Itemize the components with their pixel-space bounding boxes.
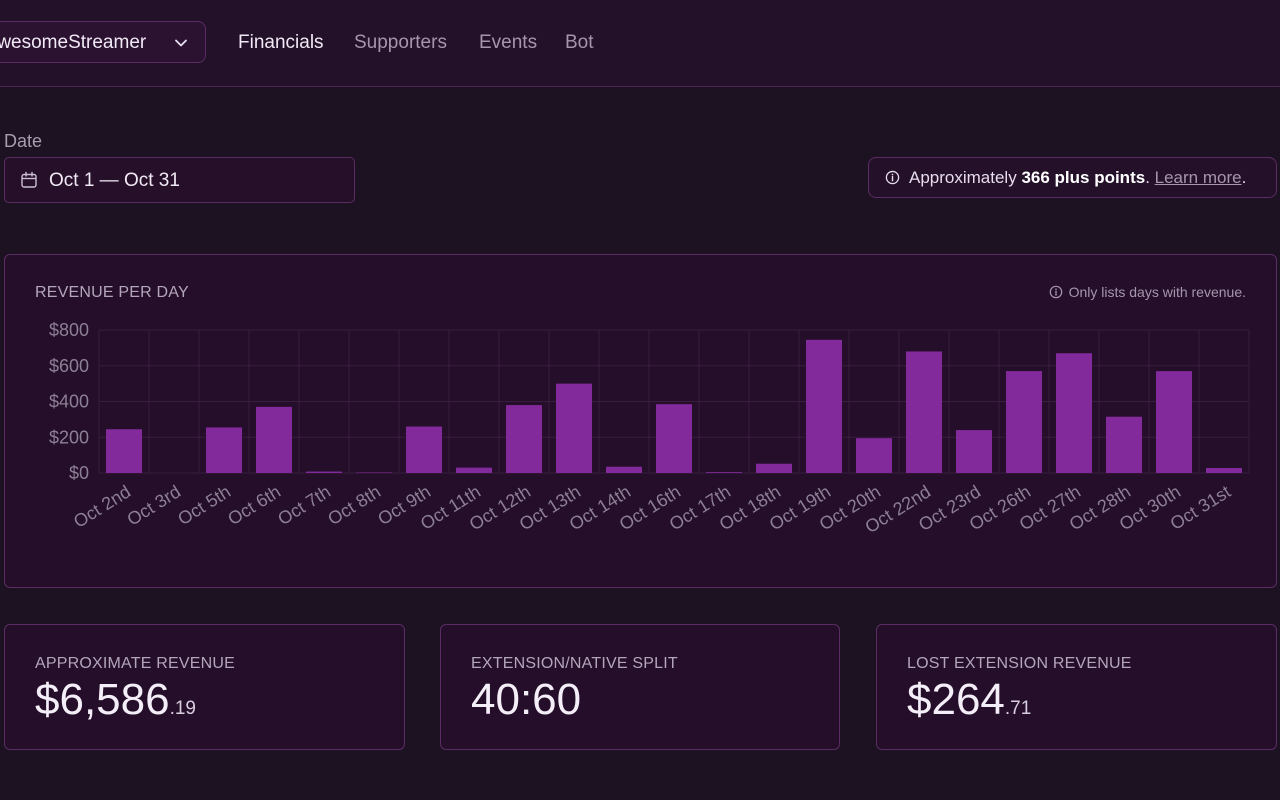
bar	[1056, 353, 1092, 473]
chevron-down-icon	[175, 39, 187, 47]
approximate-revenue-card: APPROXIMATE REVENUE $6,586.19	[4, 624, 405, 750]
date-range-value: Oct 1 — Oct 31	[49, 170, 180, 191]
bar	[756, 463, 792, 473]
x-tick-label: Oct 2nd	[70, 481, 134, 531]
bar	[456, 467, 492, 473]
calendar-icon	[21, 171, 37, 188]
info-icon	[885, 170, 900, 185]
bar	[406, 426, 442, 473]
x-tick-label: Oct 7th	[274, 481, 334, 529]
date-label: Date	[4, 131, 43, 151]
bar	[356, 472, 392, 473]
tab-bot[interactable]: Bot	[565, 32, 594, 53]
stat-value: $264.71	[907, 675, 1032, 724]
bar	[556, 383, 592, 473]
bar	[956, 430, 992, 473]
bar	[1006, 371, 1042, 473]
tab-supporters[interactable]: Supporters	[354, 32, 447, 53]
bar	[606, 466, 642, 473]
stat-title: EXTENSION/NATIVE SPLIT	[471, 655, 678, 672]
bar	[856, 438, 892, 473]
bar	[1106, 416, 1142, 473]
y-tick-label: $600	[49, 356, 89, 376]
tab-financials[interactable]: Financials	[238, 32, 324, 53]
stat-title: APPROXIMATE REVENUE	[35, 655, 235, 672]
chart-title: REVENUE PER DAY	[35, 284, 189, 301]
revenue-per-day-card: $0 $200 $400 $600 $800 Oct 2nd Oct 3rd Oct 5th O…	[4, 254, 1277, 588]
lost-extension-revenue-card: LOST EXTENSION REVENUE $264.71	[876, 624, 1277, 750]
y-tick-label: $0	[69, 463, 89, 483]
y-tick-label: $200	[49, 427, 89, 447]
bar	[306, 471, 342, 473]
x-tick-label: Oct 5th	[174, 481, 234, 529]
stat-value: 40:60	[471, 675, 582, 724]
top-navigation-bar: AwesomeStreamer Financials Supporters Ev…	[0, 0, 1280, 87]
channel-name: AwesomeStreamer	[0, 32, 147, 53]
date-range-picker[interactable]: Oct 1 — Oct 31	[4, 157, 355, 203]
tab-events[interactable]: Events	[479, 32, 538, 53]
bar	[106, 429, 142, 473]
bar	[1156, 371, 1192, 473]
learn-more-link[interactable]: Learn more	[1154, 168, 1242, 187]
channel-selector[interactable]: AwesomeStreamer	[0, 21, 206, 63]
bar	[506, 405, 542, 473]
bar	[656, 404, 692, 473]
notice-text: Approximately 366 plus points. Learn mor…	[909, 168, 1247, 187]
stat-value: $6,586.19	[35, 675, 196, 724]
chart-note: Only lists days with revenue.	[1049, 284, 1246, 300]
bar	[256, 406, 292, 473]
bar	[806, 339, 842, 473]
bar	[906, 351, 942, 473]
bar	[706, 472, 742, 473]
extension-native-split-card: EXTENSION/NATIVE SPLIT 40:60	[440, 624, 840, 750]
bar	[206, 427, 242, 473]
x-tick-label: Oct 3rd	[123, 481, 184, 529]
x-tick-label: Oct 6th	[224, 481, 284, 529]
y-tick-label: $400	[49, 392, 89, 412]
plus-points-notice: Approximately 366 plus points. Learn mor…	[868, 157, 1277, 198]
info-icon	[1049, 285, 1062, 299]
y-tick-label: $800	[49, 320, 89, 340]
plus-points-count: 366 plus points	[1021, 168, 1146, 187]
x-tick-label: Oct 8th	[324, 481, 384, 529]
stat-title: LOST EXTENSION REVENUE	[907, 655, 1132, 672]
bar	[1206, 467, 1242, 473]
